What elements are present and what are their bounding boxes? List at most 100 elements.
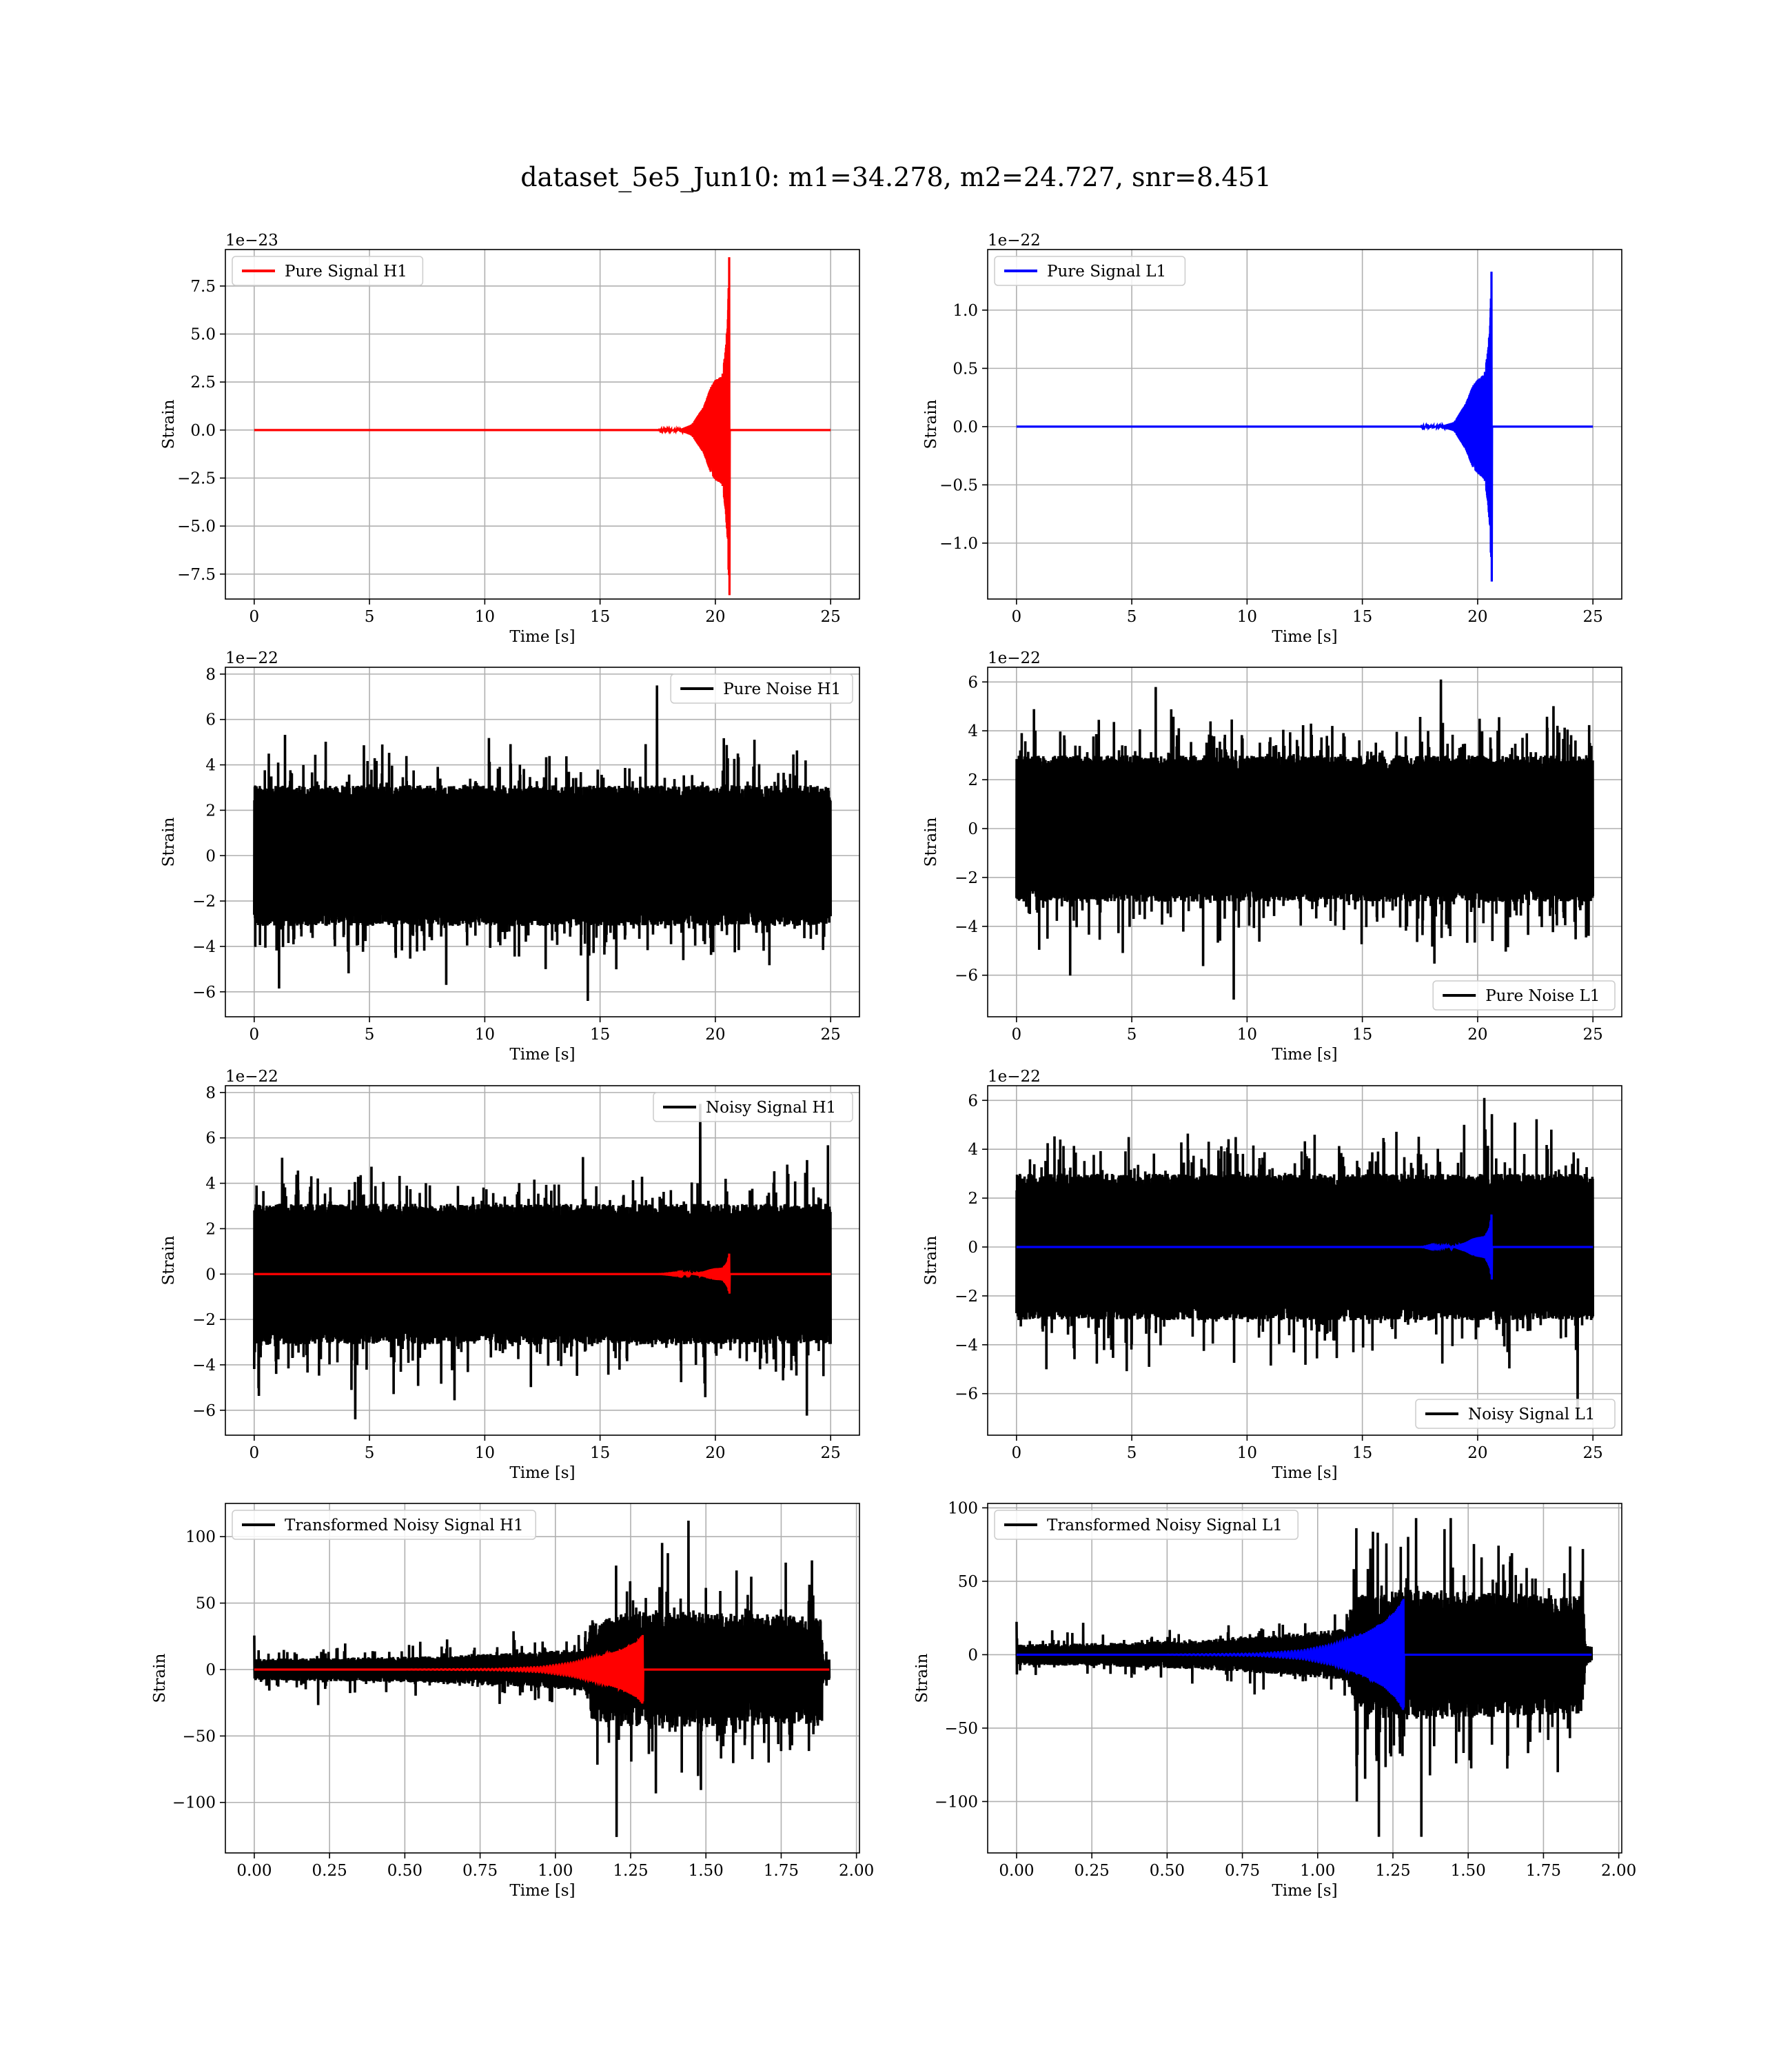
series-line-transformed-noisy-signal-h1 bbox=[253, 1521, 831, 1837]
x-tick-label: 10 bbox=[1237, 1026, 1257, 1044]
x-axis-label: Time [s] bbox=[1272, 1464, 1337, 1482]
y-tick-label: 6 bbox=[968, 673, 978, 691]
y-tick-label: −0.5 bbox=[939, 476, 978, 494]
x-axis-label: Time [s] bbox=[509, 1464, 575, 1482]
y-tick-label: −100 bbox=[172, 1794, 216, 1812]
y-tick-label: 0 bbox=[968, 1239, 978, 1257]
legend: Noisy Signal H1 bbox=[653, 1092, 853, 1122]
axes-frame bbox=[225, 249, 860, 600]
x-tick-label: 0 bbox=[1011, 608, 1021, 626]
y-tick-label: −50 bbox=[182, 1727, 216, 1745]
y-tick-label: 0 bbox=[968, 820, 978, 838]
y-tick-label: −5.0 bbox=[177, 518, 216, 536]
x-tick-label: 10 bbox=[1237, 1444, 1257, 1462]
y-tick-label: 0 bbox=[205, 1661, 216, 1679]
y-tick-label: 6 bbox=[968, 1092, 978, 1110]
plot-area bbox=[253, 1104, 832, 1419]
y-tick-label: 7.5 bbox=[190, 278, 216, 296]
legend: Pure Noise L1 bbox=[1432, 980, 1616, 1011]
legend-label: Pure Signal H1 bbox=[285, 263, 407, 281]
plot-area bbox=[1015, 1097, 1594, 1419]
legend: Transformed Noisy Signal L1 bbox=[994, 1510, 1299, 1540]
x-tick-label: 5 bbox=[365, 1444, 375, 1462]
plot-area bbox=[253, 1521, 831, 1837]
legend-box bbox=[1415, 1399, 1616, 1429]
x-tick-label: 1.25 bbox=[1375, 1862, 1410, 1880]
x-tick-label: 1.75 bbox=[1526, 1862, 1561, 1880]
y-tick-label: 0.0 bbox=[190, 422, 216, 440]
y-tick-label: 0 bbox=[205, 847, 216, 865]
x-tick-label: 0 bbox=[1011, 1026, 1021, 1044]
axes-frame bbox=[225, 667, 860, 1017]
x-tick-label: 0 bbox=[249, 1444, 259, 1462]
y-tick-label: −2 bbox=[955, 1288, 978, 1306]
x-tick-label: 1.75 bbox=[764, 1862, 799, 1880]
x-tick-label: 5 bbox=[1127, 1026, 1137, 1044]
x-axis-label: Time [s] bbox=[1272, 1882, 1337, 1900]
x-tick-label: 10 bbox=[475, 1444, 495, 1462]
y-offset-label: 1e−22 bbox=[225, 649, 278, 667]
chart-panel-pure-noise-l1: 0 5 10 15 20 25 −6 −4 −2 0 2 4 6 Time [s] Strain 1e−22 P… bbox=[922, 649, 1622, 1064]
x-tick-label: 1.25 bbox=[613, 1862, 648, 1880]
plot-area bbox=[1015, 679, 1594, 1000]
y-axis-label: Strain bbox=[160, 817, 178, 866]
x-tick-label: 2.00 bbox=[1601, 1862, 1636, 1880]
y-tick-label: −2.5 bbox=[177, 470, 216, 488]
y-tick-label: −6 bbox=[955, 1386, 978, 1403]
x-tick-label: 15 bbox=[590, 1444, 610, 1462]
y-tick-label: 2 bbox=[968, 771, 978, 789]
y-tick-label: 4 bbox=[968, 1141, 978, 1159]
series-line-noisy-signal-l1 bbox=[1015, 1097, 1594, 1419]
x-tick-label: 1.50 bbox=[1451, 1862, 1486, 1880]
series-line-overlay-1 bbox=[254, 1253, 831, 1294]
plot-area bbox=[1016, 272, 1594, 582]
y-axis-label: Strain bbox=[922, 399, 940, 449]
series-line-pure-noise-h1 bbox=[253, 685, 832, 1001]
legend-box bbox=[670, 673, 853, 704]
y-axis-label: Strain bbox=[151, 1653, 169, 1703]
plot-area bbox=[253, 685, 832, 1001]
x-tick-label: 0.00 bbox=[236, 1862, 272, 1880]
y-tick-label: 50 bbox=[958, 1573, 978, 1591]
chart-panel-noisy-signal-l1: 0 5 10 15 20 25 −6 −4 −2 0 2 4 6 Time [s] Strain 1e−22 N… bbox=[922, 1068, 1622, 1482]
y-axis-label: Strain bbox=[922, 817, 940, 866]
x-tick-label: 0.00 bbox=[999, 1862, 1034, 1880]
legend: Pure Noise H1 bbox=[670, 673, 853, 704]
y-tick-label: 2 bbox=[205, 802, 216, 820]
y-tick-label: −7.5 bbox=[177, 566, 216, 584]
y-tick-label: 5.0 bbox=[190, 326, 216, 344]
series-line-noisy-signal-h1 bbox=[253, 1104, 832, 1419]
legend-box bbox=[653, 1092, 853, 1122]
y-tick-label: 100 bbox=[185, 1528, 216, 1546]
axes-frame bbox=[987, 1503, 1622, 1854]
x-tick-label: 0 bbox=[249, 1026, 259, 1044]
chart-panel-noisy-signal-h1: 0 5 10 15 20 25 −6 −4 −2 0 2 4 6 8 Time [s] Strain 1e−22… bbox=[160, 1068, 860, 1482]
chart-panel-pure-noise-h1: 0 5 10 15 20 25 −6 −4 −2 0 2 4 6 8 Time [s] Strain 1e−22… bbox=[160, 649, 860, 1064]
legend-label: Transformed Noisy Signal L1 bbox=[1047, 1517, 1283, 1534]
axes-frame bbox=[987, 667, 1622, 1017]
x-tick-label: 0.50 bbox=[387, 1862, 422, 1880]
y-tick-label: 0.5 bbox=[953, 360, 978, 378]
legend-box bbox=[232, 256, 424, 286]
x-axis-label: Time [s] bbox=[509, 1882, 575, 1900]
plot-area bbox=[254, 257, 831, 596]
x-tick-label: 0.50 bbox=[1150, 1862, 1185, 1880]
x-tick-label: 20 bbox=[1467, 1444, 1487, 1462]
y-tick-label: 50 bbox=[196, 1595, 216, 1613]
y-tick-label: −100 bbox=[935, 1793, 978, 1811]
x-tick-label: 0.25 bbox=[312, 1862, 347, 1880]
y-tick-label: 0 bbox=[968, 1646, 978, 1664]
series-line-pure-signal-h1 bbox=[254, 257, 831, 596]
x-tick-label: 10 bbox=[1237, 608, 1257, 626]
x-tick-label: 20 bbox=[1467, 1026, 1487, 1044]
x-tick-label: 20 bbox=[705, 1444, 725, 1462]
y-tick-label: 1.0 bbox=[953, 302, 978, 320]
x-tick-label: 20 bbox=[705, 608, 725, 626]
x-tick-label: 15 bbox=[590, 1026, 610, 1044]
x-tick-label: 25 bbox=[1583, 1026, 1603, 1044]
y-tick-label: −2 bbox=[192, 893, 216, 911]
legend-label: Pure Noise L1 bbox=[1485, 987, 1600, 1005]
legend: Transformed Noisy Signal H1 bbox=[232, 1510, 536, 1540]
legend-label: Pure Signal L1 bbox=[1047, 263, 1166, 281]
